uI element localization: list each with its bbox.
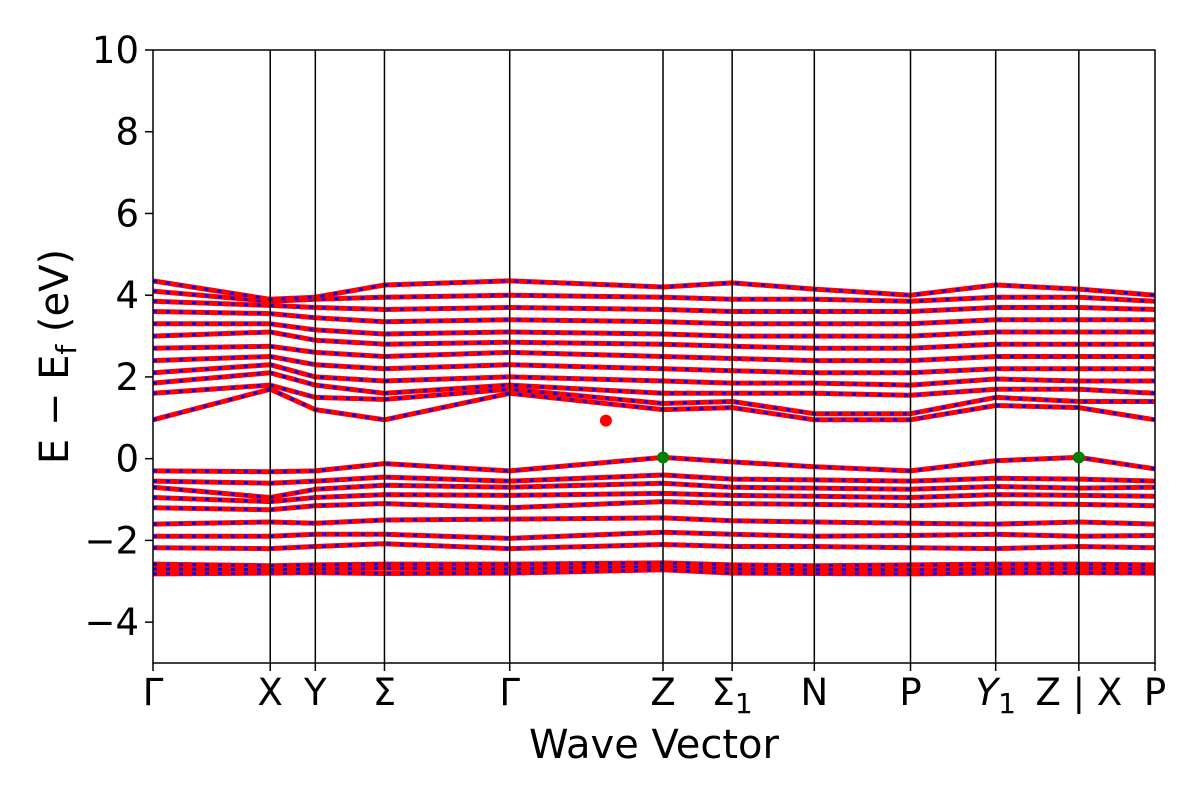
x-tick-label: Σ1 [712,671,753,720]
x-tick-label: X [258,671,283,714]
y-tick-label: −2 [84,519,139,562]
y-tick-label: −4 [84,601,139,644]
bands-layer [152,278,1156,577]
x-tick-label: Z | X [1036,671,1123,714]
band-11-spin-down [152,387,1156,422]
band-13-spin-down [152,371,1156,397]
extrema-markers [599,414,1085,464]
x-tick-label: Γ [499,671,520,714]
band-2-spin-up [152,560,1156,569]
x-axis-ticks: Γ X Y Σ Γ Z Σ1 N P Y1 Z | X P [143,663,1166,720]
band-7-spin-up [152,490,1156,505]
vbm-marker [1072,451,1085,464]
band-9-spin-up [152,472,1156,486]
band-10-spin-up [152,454,1156,475]
band-6-spin-up [152,499,1156,513]
band-20-spin-up [152,298,1156,314]
band-12-spin-down [152,383,1155,416]
x-tick-label: Z [650,671,675,714]
x-tick-label: Y1 [975,671,1015,720]
cbm-marker [599,414,612,427]
x-tick-label: P [1144,671,1166,714]
plot-frame [152,49,1156,664]
y-tick-label: 8 [115,111,139,154]
y-axis-label-unit [32,332,78,345]
y-tick-label: 2 [115,356,139,399]
vbm-marker [657,451,670,464]
band-19-spin-up [152,309,1155,327]
y-tick-label: 10 [92,29,139,72]
x-tick-label: N [800,671,828,714]
x-tick-label: Γ [143,671,164,714]
band-1-spin-up [152,563,1156,573]
band-10-spin-down [152,455,1156,474]
y-tick-label: 6 [115,192,139,235]
y-tick-label: 4 [115,274,139,317]
x-tick-label: Σ [373,671,396,714]
x-tick-label: P [899,671,921,714]
band-22-spin-down [152,279,1156,301]
y-tick-label: 0 [115,438,139,481]
band-3-spin-up [152,541,1156,552]
x-tick-label: Y [303,671,327,714]
y-axis-ticks: −4 −2 0 2 4 6 8 10 [84,29,153,644]
band-17-spin-up [152,329,1155,351]
band-4-spin-up [153,529,1156,541]
band-15-spin-up [152,354,1155,376]
band-0-spin-up [152,567,1156,577]
band-18-spin-up [153,321,1155,339]
y-axis-label: E − Ef (eV) [32,249,83,464]
band-8-spin-down [152,481,1156,500]
band-14-spin-down [152,363,1155,387]
band-16-spin-up [152,343,1155,364]
high-symmetry-lines [269,50,1080,663]
x-axis-label: Wave Vector [529,722,780,768]
y-axis-label-sub: f [50,344,83,355]
y-axis-label-unit-text: (eV) [32,249,78,332]
band-5-spin-up [152,515,1156,527]
y-axis-label-main: E − E [32,355,78,465]
